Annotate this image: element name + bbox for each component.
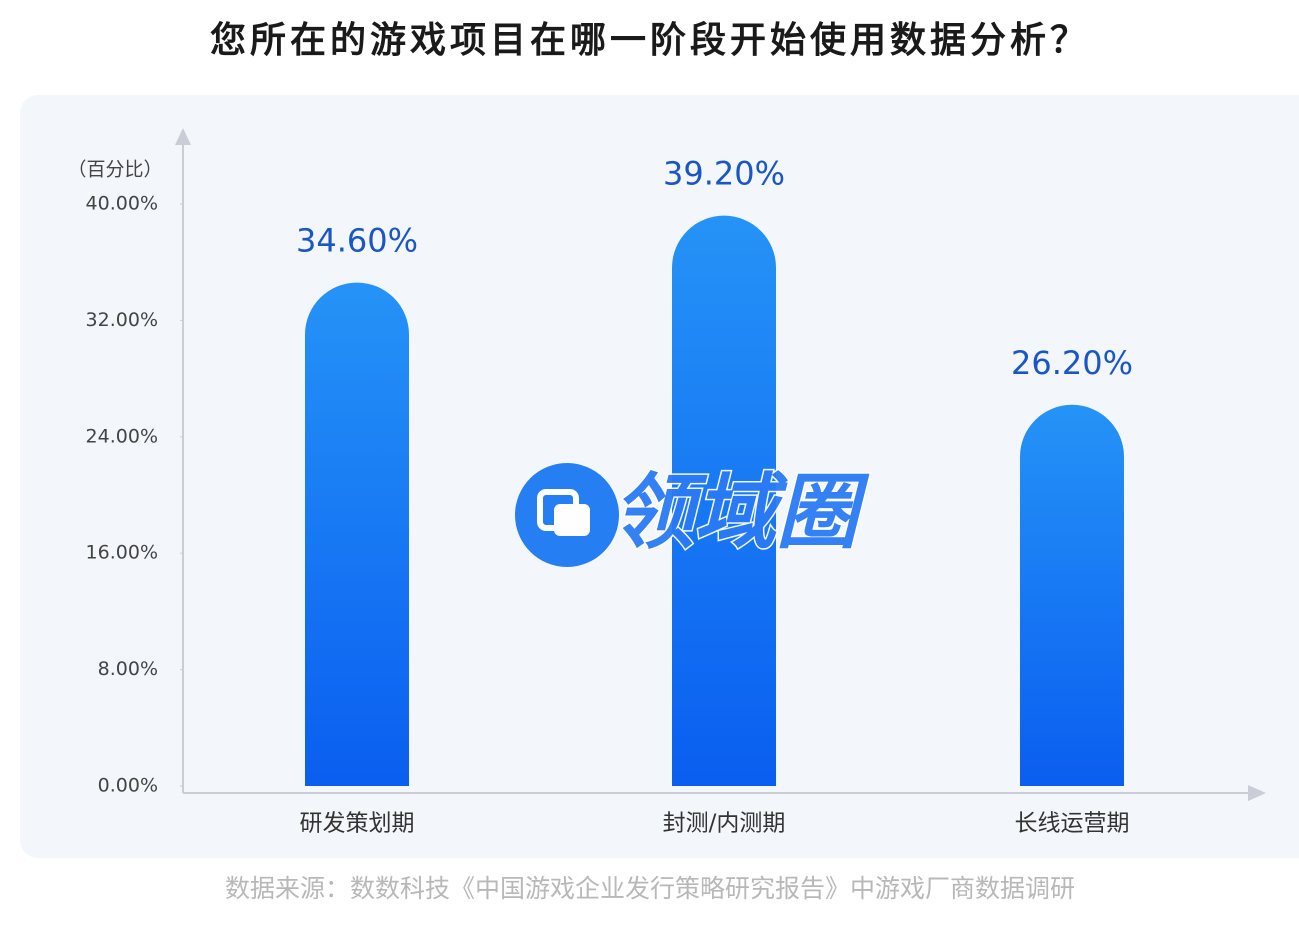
bar [305,282,409,786]
value-label: 26.20% [1011,344,1133,382]
value-label: 39.20% [663,155,785,193]
y-tick-label: 24.00% [86,425,158,447]
y-tick-label: 8.00% [98,658,158,680]
y-tick-label: 40.00% [86,193,158,215]
y-tick-label: 16.00% [86,542,158,564]
bar [672,215,776,787]
y-tick-label: 0.00% [98,775,158,797]
bar [1020,404,1124,786]
x-tick-label: 长线运营期 [1015,811,1130,837]
y-axis-arrow [175,128,191,145]
x-tick-label: 封测/内测期 [663,811,786,837]
y-tick-label: 32.00% [86,309,158,331]
bars [305,215,1124,787]
x-tick-label: 研发策划期 [300,811,415,837]
chart-title: 您所在的游戏项目在哪一阶段开始使用数据分析？ [210,20,1090,61]
watermark-icon-square [554,504,590,536]
watermark: 领域圈 [515,463,872,567]
x-axis-arrow [1248,785,1266,801]
source-note: 数据来源：数数科技《中国游戏企业发行策略研究报告》中游戏厂商数据调研 [225,874,1075,903]
y-axis-label: （百分比） [67,159,162,181]
value-label: 34.60% [296,222,418,260]
watermark-text: 领域圈 [612,465,870,560]
